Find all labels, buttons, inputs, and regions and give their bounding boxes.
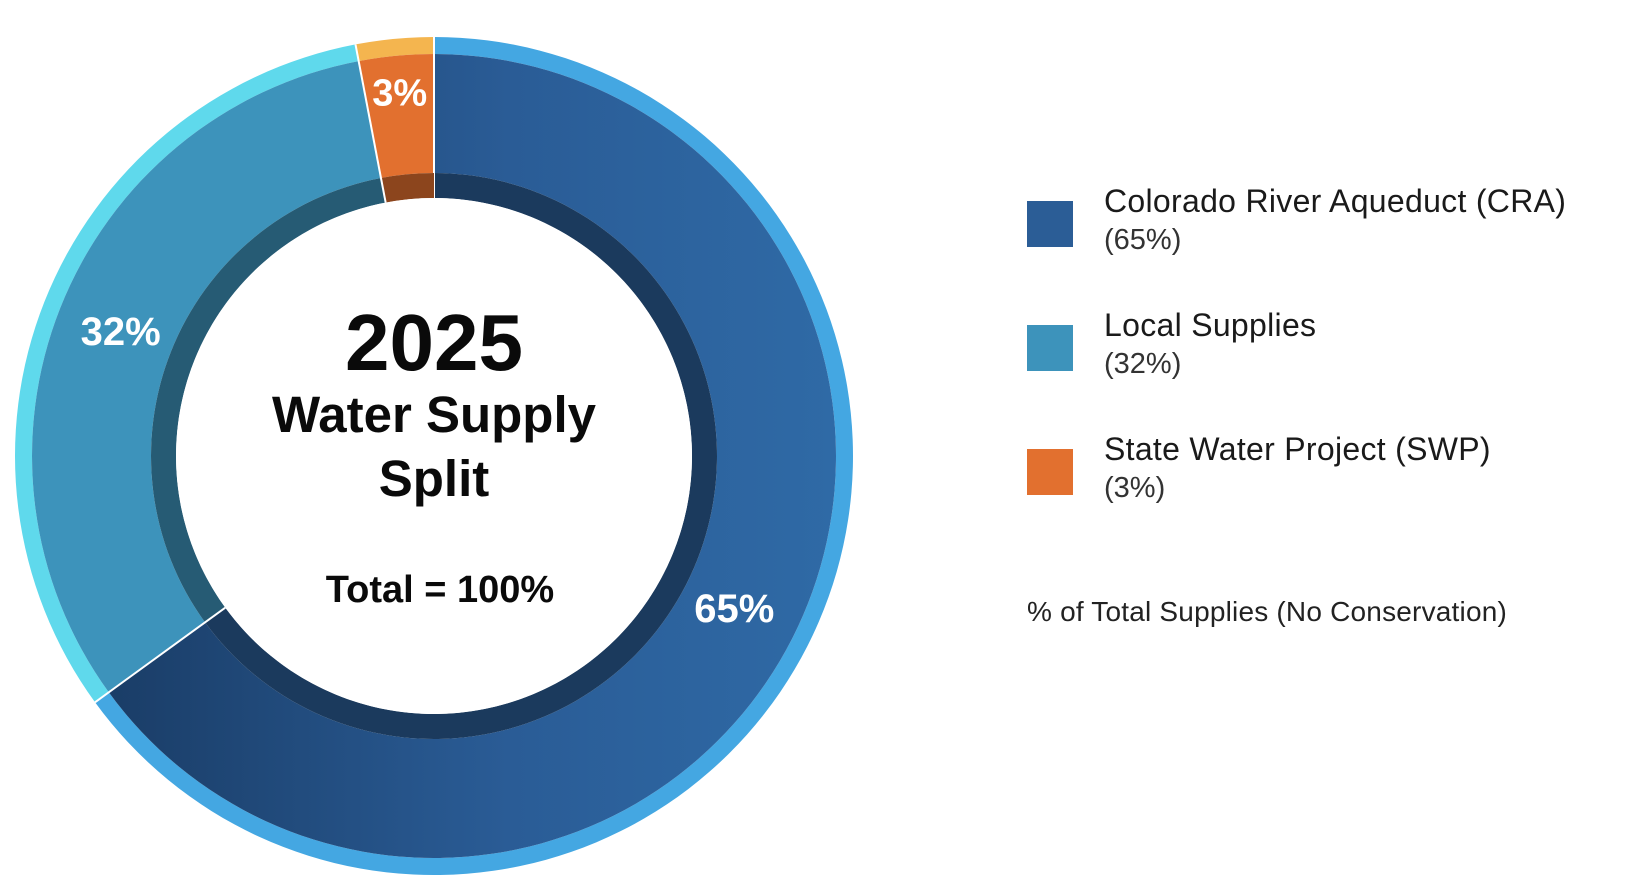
- legend-label-swp: State Water Project (SWP): [1104, 431, 1491, 467]
- legend-swatch-swp: [1027, 449, 1073, 495]
- slice-local: [31, 61, 381, 693]
- center-total: Total = 100%: [326, 569, 554, 611]
- labels-layer: 65% 32% 3%: [81, 73, 775, 631]
- slice-separator-swp: [354, 44, 387, 203]
- legend-swatch-local: [1027, 325, 1073, 371]
- legend-swatch-cra: [1027, 201, 1073, 247]
- slice-separator-local: [94, 606, 226, 704]
- legend-note: % of Total Supplies (No Conservation): [1027, 596, 1508, 627]
- slice-value-label-cra: 65%: [694, 587, 774, 631]
- slice-swp: [358, 54, 434, 179]
- legend-item-local: Local Supplies (32%): [1027, 304, 1627, 382]
- legend-percent-local: (32%): [1104, 348, 1182, 380]
- legend-item-cra: Colorado River Aqueduct (CRA) (65%): [1027, 180, 1627, 258]
- donut-chart: 65% 32% 3% 2025 Water Supply Split Total =…: [14, 37, 854, 875]
- legend-percent-cra: (65%): [1104, 224, 1182, 256]
- legend: Colorado River Aqueduct (CRA) (65%) Loca…: [1027, 180, 1627, 552]
- slice-rim-swp: [355, 37, 434, 62]
- legend-percent-swp: (3%): [1104, 472, 1166, 504]
- slice-rim-local: [14, 44, 359, 703]
- center-title-line2: Split: [379, 450, 490, 507]
- legend-label-local: Local Supplies: [1104, 307, 1317, 343]
- center-year: 2025: [345, 298, 523, 387]
- slice-value-label-local: 32%: [81, 310, 161, 354]
- center-title-line1: Water Supply: [272, 386, 597, 443]
- legend-label-cra: Colorado River Aqueduct (CRA): [1104, 183, 1567, 219]
- donut-chart-svg: 65% 32% 3% 2025 Water Supply Split Total =…: [14, 37, 854, 875]
- slices-layer: [14, 37, 854, 875]
- slice-inner-ring-swp: [380, 173, 434, 203]
- slice-value-label-swp: 3%: [372, 73, 427, 115]
- slice-cra: [108, 54, 837, 859]
- slice-inner-ring-local: [150, 178, 386, 623]
- legend-item-swp: State Water Project (SWP) (3%): [1027, 428, 1627, 506]
- center-hole: [176, 198, 692, 714]
- inner-ring-layer: [94, 37, 717, 739]
